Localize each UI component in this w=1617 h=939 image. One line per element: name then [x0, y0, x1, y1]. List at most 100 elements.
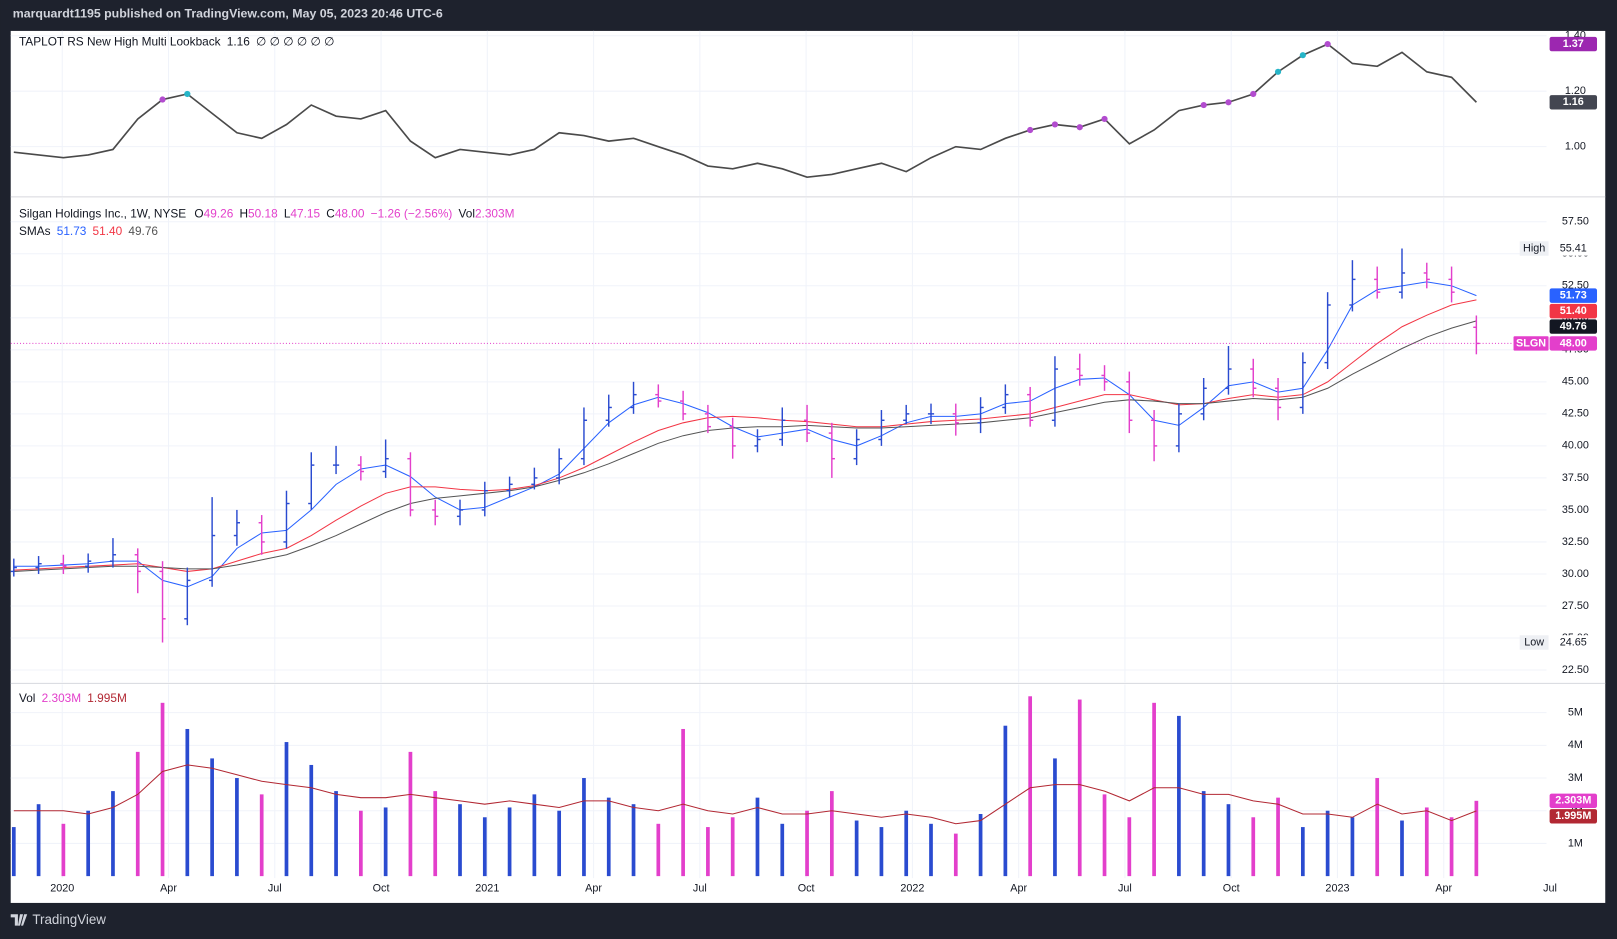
volume-bar [86, 810, 91, 877]
volume-bar [1102, 794, 1107, 877]
extreme-name: Low [1524, 636, 1544, 648]
line [13, 43, 1478, 179]
price-legend-part: 2.303M [475, 207, 515, 221]
x-tick-label: Apr [160, 882, 177, 894]
symbol-tag [1513, 336, 1549, 351]
y-tick-label: 5M [1568, 706, 1583, 718]
volume-bar [1449, 817, 1454, 877]
value-tag [1549, 303, 1598, 319]
value-tag [1549, 288, 1598, 303]
logo: TradingView [10, 912, 106, 927]
y-tick-label: 37.50 [1562, 472, 1589, 484]
value-tag-label: 2.303M [1555, 795, 1591, 807]
volume-bar [1350, 817, 1355, 877]
volume-legend-part: Vol [19, 691, 35, 705]
extreme-name-box [1519, 241, 1549, 256]
volume-bar [582, 778, 586, 877]
line [13, 299, 1477, 572]
volume-bar [681, 728, 685, 877]
price-legend: Silgan Holdings Inc., 1W, NYSE O49.26 H50.… [19, 207, 515, 221]
y-tick-label: 32.50 [1562, 536, 1589, 548]
volume-bar [755, 797, 760, 877]
volume-bar [854, 820, 859, 877]
indicator-legend-part: 1.16 [227, 34, 250, 48]
value-tag [1549, 809, 1598, 824]
volume-bar [1201, 791, 1206, 877]
x-tick-label: Oct [798, 882, 815, 894]
y-tick-label: 57.50 [1562, 216, 1589, 228]
volume-bar [1325, 810, 1330, 877]
extreme-label: 24.65 [1560, 636, 1587, 648]
volume-bar [1077, 699, 1082, 877]
volume-bar [135, 751, 140, 877]
y-tick-label: 42.50 [1562, 408, 1589, 420]
indicator-legend: TAPLOT RS New High Multi Lookback 1.16 ∅ ∅… [19, 34, 334, 48]
new-high-marker [1274, 68, 1282, 75]
sma-legend-part: 49.76 [128, 224, 158, 238]
value-tag [1549, 36, 1598, 52]
y-tick-label: 1M [1568, 837, 1583, 849]
indicator-legend-part: TAPLOT RS New High Multi Lookback [19, 34, 221, 48]
price-legend-part: L [284, 207, 291, 221]
new-high-marker [1225, 99, 1232, 106]
y-tick-label: 1.40 [1565, 30, 1586, 42]
volume-bar [706, 827, 710, 877]
volume-bar [61, 823, 66, 877]
volume-bar [1152, 702, 1156, 877]
x-tick-label: 2023 [1325, 882, 1349, 894]
volume-bar [1474, 800, 1479, 877]
volume-bar [1424, 807, 1429, 877]
volume-bar [210, 758, 214, 877]
price-legend-part: 50.18 [248, 207, 278, 221]
volume-legend-part: 1.995M [87, 691, 127, 705]
indicator-legend-part: ∅ ∅ ∅ ∅ ∅ ∅ [256, 34, 334, 48]
volume-bar [408, 751, 413, 877]
y-tick-label: 40.00 [1562, 440, 1589, 452]
volume-bar [433, 791, 438, 877]
new-high-marker [1101, 115, 1108, 123]
price-legend-part: O [194, 207, 203, 221]
pane: 1.00 1.20 1.401.37 1.16 [10, 30, 1598, 179]
value-tag [1549, 95, 1598, 110]
value-tag [1549, 793, 1598, 809]
volume-bar [780, 823, 785, 877]
volume-bar [458, 804, 462, 877]
volume-bar [383, 807, 388, 877]
header: marquardt1195 published on TradingView.c… [13, 7, 443, 21]
y-tick-label: 4M [1568, 739, 1583, 751]
new-high-marker [1200, 101, 1207, 109]
new-high-marker [1324, 40, 1331, 48]
volume-bar [1028, 696, 1033, 877]
volume-bar [1003, 725, 1008, 877]
y-tick-label: 1.00 [1565, 141, 1586, 153]
line [13, 764, 1477, 825]
extreme-tag [1549, 241, 1598, 256]
y-tick-label: 3M [1568, 772, 1583, 784]
volume-bar [978, 813, 983, 877]
x-tick-label: Oct [1223, 882, 1240, 894]
volume-bar [1226, 804, 1231, 877]
y-tick-label: 1.20 [1565, 85, 1586, 97]
value-tag-label: 51.73 [1560, 290, 1587, 302]
price-legend-part: C [326, 207, 335, 221]
extreme-label: 55.41 [1560, 242, 1587, 254]
x-tick-label: Jul [693, 882, 707, 894]
volume-bar [482, 817, 487, 877]
x-tick-label: 2022 [900, 882, 924, 894]
y-tick-label: 35.00 [1562, 504, 1589, 516]
volume-bar [235, 778, 239, 877]
x-tick-label: Oct [373, 882, 390, 894]
volume-bar [532, 794, 537, 877]
symbol-tag-label: SLGN [1516, 337, 1546, 349]
y-tick-label: 45.00 [1562, 376, 1589, 388]
extreme-name: High [1523, 242, 1545, 254]
volume-bar [730, 817, 735, 877]
volume-bar [1251, 817, 1256, 877]
pane: 22.5025.0027.5030.0032.5035.0037.5040.00… [10, 216, 1598, 676]
x-tick-label: Apr [1010, 882, 1027, 894]
volume-bar [606, 797, 611, 877]
new-high-marker [1299, 52, 1306, 59]
price-legend-part: H [239, 207, 248, 221]
chart-area [10, 30, 1606, 903]
